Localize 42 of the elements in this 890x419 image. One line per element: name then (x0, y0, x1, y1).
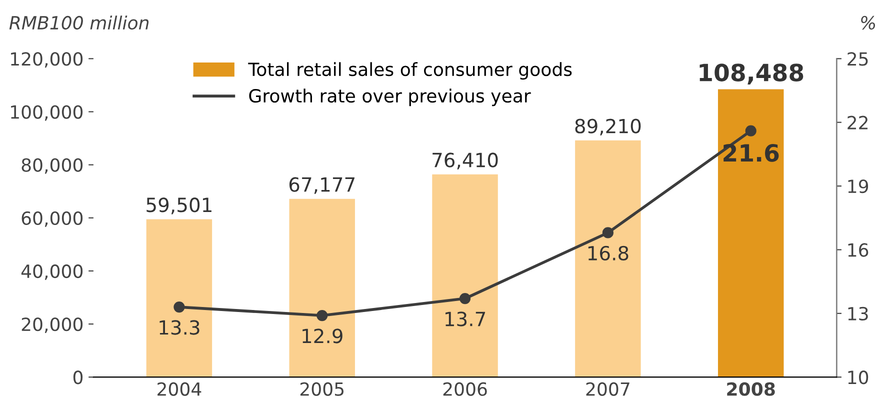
data-label: 76,410 (432, 152, 498, 170)
point (602, 227, 614, 238)
y-tick-label: 120,000 (11, 52, 83, 68)
bar (575, 140, 641, 378)
y-tick-label: 100,000 (11, 105, 83, 121)
y-tick-label: 0 (73, 370, 83, 384)
point (316, 310, 328, 322)
data-label: 108,488 (700, 64, 804, 84)
x-tick-label: 2008 (727, 382, 775, 396)
data-label: 13.3 (160, 320, 200, 335)
y2-tick-label: 25 (848, 52, 868, 66)
point (459, 292, 471, 304)
y2-tick-label: 13 (848, 306, 868, 321)
bar (289, 198, 355, 378)
data-label: 13.7 (446, 312, 486, 326)
y-tick-label: 60,000 (22, 211, 83, 227)
y-tick-label: 80,000 (22, 158, 83, 174)
point (174, 301, 185, 313)
x-tick-label: 2005 (300, 382, 344, 396)
bar (718, 89, 784, 378)
data-label: 67,177 (289, 177, 354, 194)
y2-tick-label: 10 (848, 370, 868, 384)
legend-label: Total retail sales of consumer goods (248, 62, 572, 80)
bar (146, 219, 212, 378)
data-label: 89,210 (575, 118, 641, 136)
y2-axis-title: % (861, 16, 876, 30)
data-label: 12.9 (302, 328, 342, 344)
legend-label: Growth rate over previous year (249, 88, 531, 106)
y2-tick-label: 19 (848, 179, 868, 194)
y2-tick-label: 16 (848, 243, 868, 257)
x-tick-label: 2007 (586, 382, 630, 396)
data-label: 59,501 (146, 198, 212, 214)
bar (432, 174, 498, 378)
y2-tick-label: 22 (848, 116, 868, 130)
data-label: 16.8 (588, 246, 628, 261)
x-tick-label: 2006 (443, 382, 487, 396)
data-label: 21.6 (724, 144, 779, 162)
y-axis-title: RMB100 million (9, 16, 149, 30)
x-tick-label: 2004 (158, 382, 202, 396)
y-tick-label: 40,000 (21, 264, 83, 280)
point (745, 125, 756, 136)
y-tick-label: 20,000 (22, 317, 83, 333)
